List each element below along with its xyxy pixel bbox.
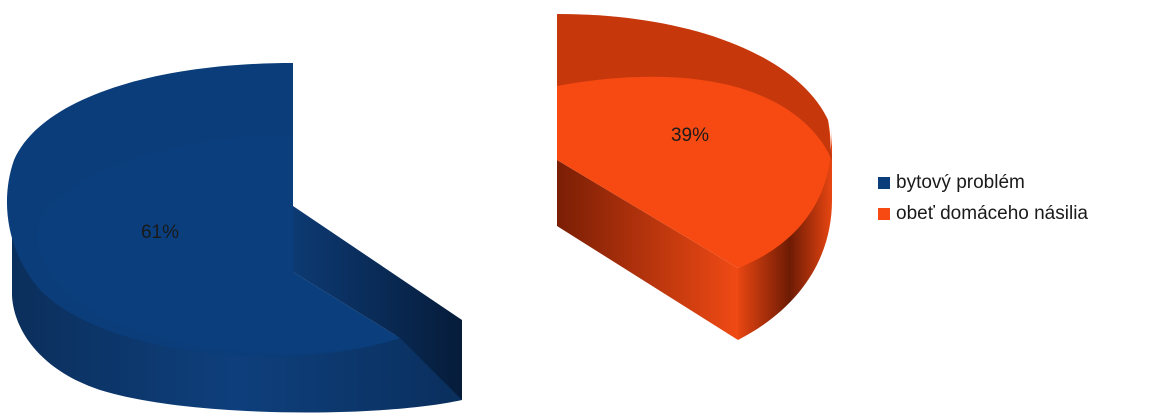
legend: bytový problém obeť domáceho násilia [878, 167, 1088, 229]
legend-item: bytový problém [878, 167, 1088, 198]
slice-cut-wall [557, 14, 738, 340]
data-label-0: 61% [141, 222, 179, 243]
data-label-1: 39% [671, 125, 709, 146]
slice-side-wall [738, 128, 832, 340]
slice-top-face [557, 14, 831, 268]
legend-label: bytový problém [896, 171, 1025, 193]
slice-bytovy-problem [6, 63, 462, 413]
slice-top-face [6, 63, 400, 357]
slice-obet-domaceho-nasilia [557, 14, 832, 340]
slice-cut-wall [293, 206, 462, 400]
legend-label: obeť domáceho násilia [896, 202, 1088, 224]
slice-top-highlight [37, 135, 401, 353]
legend-item: obeť domáceho násilia [878, 198, 1088, 229]
slice-top-shadow [557, 14, 832, 160]
slice-side-wall [12, 220, 462, 413]
legend-swatch [878, 176, 890, 189]
legend-swatch [878, 207, 890, 220]
